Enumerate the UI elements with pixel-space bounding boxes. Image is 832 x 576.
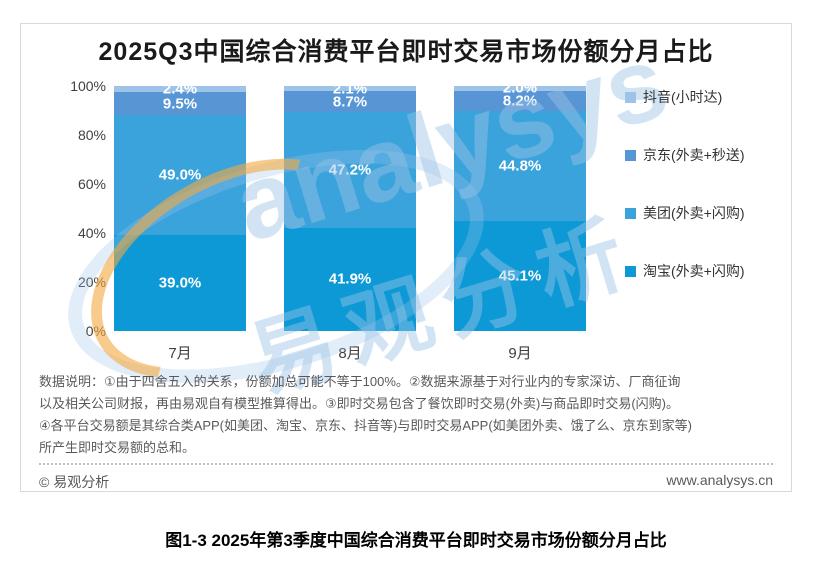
- footnote: 数据说明：①由于四舍五入的关系，份额加总可能不等于100%。②数据来源基于对行业…: [39, 371, 781, 459]
- legend-swatch-icon: [625, 149, 636, 161]
- copyright-text: © 易观分析: [39, 474, 110, 490]
- x-axis-label: 7月: [168, 345, 192, 362]
- y-tick-label: 20%: [77, 274, 106, 290]
- legend-item-taobao: 淘宝(外卖+闪购): [625, 262, 745, 280]
- footnote-line: 以及相关公司财报，再由易观自有模型推算得出。③即时交易包含了餐饮即时交易(外卖)…: [39, 396, 679, 411]
- segment-label: 45.1%: [498, 267, 542, 285]
- legend-label: 淘宝(外卖+闪购): [643, 263, 745, 279]
- y-tick-label: 100%: [70, 78, 106, 94]
- bar-segment-meituan: 44.8%: [454, 110, 586, 221]
- figure-caption: 图1-3 2025年第3季度中国综合消费平台即时交易市场份额分月占比: [165, 531, 667, 550]
- bar-segment-meituan: 47.2%: [284, 112, 416, 229]
- bar-segment-jd: 8.2%: [454, 90, 586, 111]
- bar-column-september: 2.0% 8.2% 44.8% 45.1%: [454, 80, 586, 331]
- bar-segment-douyin: 2.4%: [114, 80, 246, 97]
- legend-swatch-icon: [625, 91, 636, 103]
- bar-segment-jd: 9.5%: [114, 91, 246, 116]
- dotted-divider: [39, 463, 773, 465]
- legend-swatch-icon: [625, 207, 636, 219]
- segment-label: 49.0%: [158, 166, 202, 184]
- bar-column-july: 2.4% 9.5% 49.0% 39.0%: [114, 80, 246, 331]
- legend-item-douyin: 抖音(小时达): [625, 88, 745, 106]
- legend-swatch-icon: [625, 265, 636, 277]
- chart-panel: 2025Q3中国综合消费平台即时交易市场份额分月占比 analysys 易观分析…: [20, 23, 792, 492]
- bar-column-august: 2.1% 8.7% 47.2% 41.9%: [284, 80, 416, 331]
- legend-item-jd: 京东(外卖+秒送): [625, 146, 745, 164]
- x-axis-label: 8月: [338, 345, 362, 362]
- footnote-line: 数据说明：①由于四舍五入的关系，份额加总可能不等于100%。②数据来源基于对行业…: [39, 374, 681, 389]
- bar-segment-douyin: 2.1%: [284, 80, 416, 97]
- segment-label: 9.5%: [162, 95, 198, 112]
- legend-label: 美团(外卖+闪购): [643, 205, 745, 221]
- x-axis: 7月 8月 9月: [114, 342, 586, 363]
- y-axis: 100% 80% 60% 40% 20% 0%: [21, 24, 106, 491]
- y-tick-label: 60%: [77, 176, 106, 192]
- bar-segment-taobao: 45.1%: [454, 220, 586, 331]
- bar-segment-taobao: 39.0%: [114, 235, 246, 331]
- segment-label: 8.7%: [332, 93, 368, 111]
- website-url: www.analysys.cn: [666, 472, 773, 488]
- segment-label: 8.2%: [502, 92, 538, 110]
- segment-label: 39.0%: [158, 274, 202, 292]
- segment-label: 2.0%: [502, 79, 538, 97]
- y-tick-label: 0%: [85, 323, 106, 339]
- chart-title: 2025Q3中国综合消费平台即时交易市场份额分月占比: [98, 38, 714, 66]
- footnote-line: 所产生即时交易额的总和。: [39, 440, 196, 455]
- segment-label: 44.8%: [498, 157, 542, 175]
- bar-segment-douyin: 2.0%: [454, 80, 586, 97]
- panel-footer: © 易观分析 www.analysys.cn: [39, 472, 773, 491]
- segment-label: 41.9%: [328, 270, 372, 288]
- segment-label: 2.4%: [162, 80, 198, 98]
- legend-label: 抖音(小时达): [643, 89, 723, 105]
- bar-segment-taobao: 41.9%: [284, 228, 416, 331]
- bar-segment-meituan: 49.0%: [114, 115, 246, 236]
- y-tick-label: 40%: [77, 225, 106, 241]
- bar-segment-jd: 8.7%: [284, 91, 416, 113]
- legend: 抖音(小时达) 京东(外卖+秒送) 美团(外卖+闪购) 淘宝(外卖+闪购): [625, 88, 745, 280]
- footnote-line: ④各平台交易额是其综合类APP(如美团、淘宝、京东、抖音等)与即时交易APP(如…: [39, 418, 692, 433]
- plot-area: 2.4% 9.5% 49.0% 39.0% 2.1% 8.7%: [114, 80, 586, 331]
- segment-label: 2.1%: [332, 80, 368, 98]
- x-axis-label: 9月: [508, 345, 532, 362]
- legend-label: 京东(外卖+秒送): [643, 147, 745, 163]
- y-tick-label: 80%: [77, 127, 106, 143]
- segment-label: 47.2%: [328, 161, 372, 179]
- legend-item-meituan: 美团(外卖+闪购): [625, 204, 745, 222]
